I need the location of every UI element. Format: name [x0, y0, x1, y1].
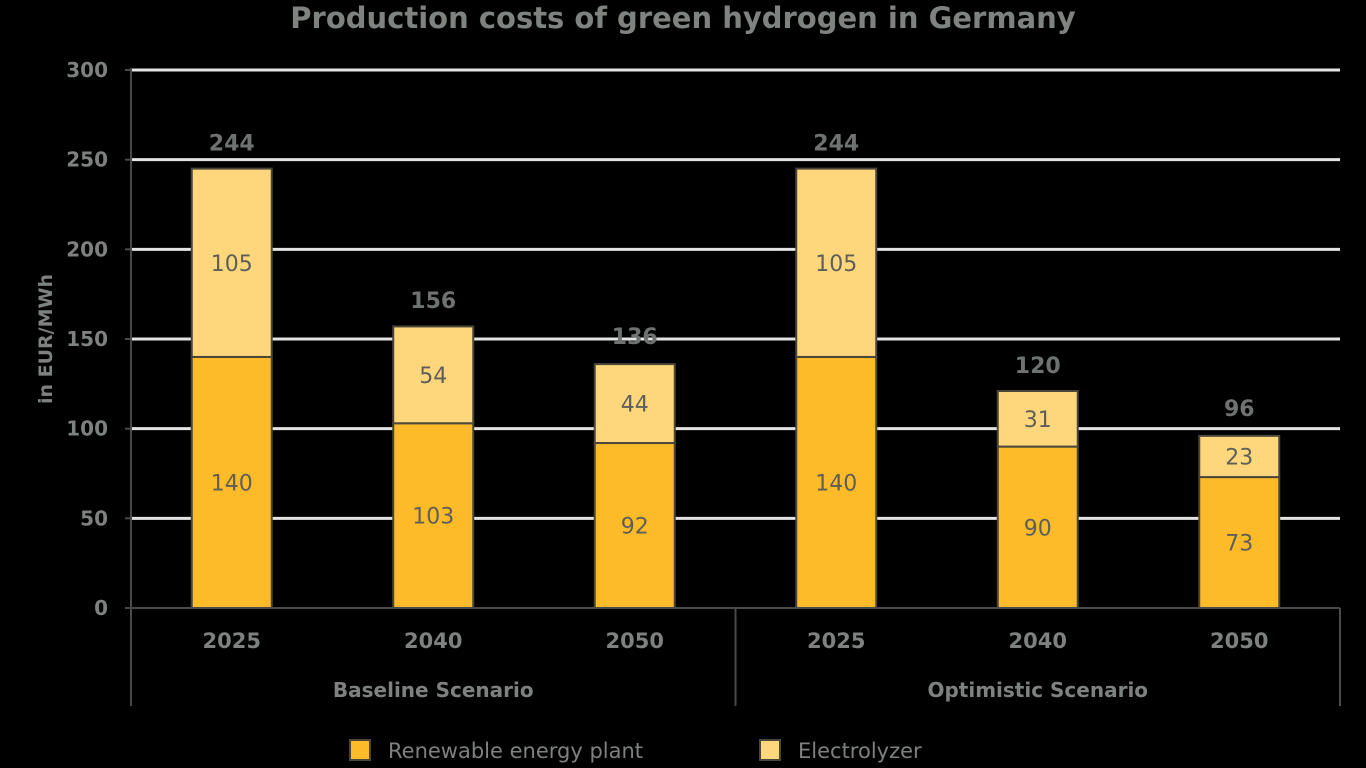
bar-total-label: 136 — [612, 325, 658, 350]
legend-label: Electrolyzer — [798, 739, 922, 763]
chart-title: Production costs of green hydrogen in Ge… — [290, 1, 1076, 35]
bar-data-label: 92 — [621, 515, 649, 540]
x-tick-label: 2025 — [203, 629, 261, 653]
bar-data-label: 54 — [419, 364, 447, 389]
gridlines — [131, 68, 1340, 520]
group-label: Optimistic Scenario — [927, 678, 1148, 702]
bar-segment-renewable — [996, 445, 1079, 609]
bar-total-label: 96 — [1224, 397, 1255, 422]
bar-segment-electrolyzer — [190, 167, 273, 358]
bar-segment-electrolyzer — [996, 390, 1079, 448]
bar-data-label: 23 — [1225, 445, 1253, 470]
bar-segment-renewable — [1198, 476, 1281, 609]
y-tick-label: 100 — [66, 417, 108, 441]
bar-segment-electrolyzer — [593, 363, 676, 445]
group-label: Baseline Scenario — [333, 678, 534, 702]
y-axis-label: in EUR/MWh — [35, 274, 57, 404]
bar-data-label: 105 — [211, 252, 253, 277]
y-tick-label: 150 — [66, 327, 108, 351]
bar-data-label: 140 — [815, 471, 857, 496]
bar-data-label: 90 — [1024, 516, 1052, 541]
bar-total-label: 156 — [410, 289, 456, 314]
bar-segment-renewable — [392, 422, 475, 609]
legend-swatch-renewable — [349, 739, 371, 761]
y-tick-label: 250 — [66, 148, 108, 172]
y-tick-label: 300 — [66, 58, 108, 82]
bar-data-label: 105 — [815, 252, 857, 277]
x-tick-label: 2040 — [404, 629, 462, 653]
x-tick-label: 2040 — [1009, 629, 1067, 653]
bar-total-label: 244 — [813, 131, 859, 156]
bar-segment-electrolyzer — [795, 167, 878, 358]
y-tick-label: 200 — [66, 237, 108, 261]
bar-total-label: 120 — [1015, 354, 1061, 379]
bars: 140 105 244 103 54 156 92 44 136 140 105 244 90 31 120… — [190, 131, 1281, 609]
bar-total-label: 244 — [209, 131, 255, 156]
legend-swatch-electrolyzer — [759, 739, 781, 761]
x-tick-label: 2050 — [606, 629, 664, 653]
bar-segment-renewable — [190, 355, 273, 609]
bar-data-label: 140 — [211, 471, 253, 496]
y-tick-label: 0 — [94, 596, 108, 620]
x-tick-label: 2025 — [807, 629, 865, 653]
legend: Renewable energy plant Electrolyzer — [349, 739, 922, 763]
bar-segment-electrolyzer — [1198, 434, 1281, 479]
bar-data-label: 31 — [1024, 408, 1052, 433]
y-axis: 0 50 100 150 200 250 300 — [66, 58, 132, 620]
bar-segment-renewable — [795, 355, 878, 609]
bar-data-label: 73 — [1225, 532, 1253, 557]
x-tick-label: 2050 — [1210, 629, 1268, 653]
legend-label: Renewable energy plant — [388, 739, 643, 763]
bar-data-label: 103 — [412, 505, 454, 530]
bar-segment-renewable — [593, 442, 676, 609]
bar-data-label: 44 — [621, 393, 649, 418]
y-tick-label: 50 — [80, 506, 108, 530]
x-axis: 2025 2040 2050 2025 2040 2050 Baseline Scenari… — [130, 607, 1341, 706]
bar-segment-electrolyzer — [392, 325, 475, 425]
